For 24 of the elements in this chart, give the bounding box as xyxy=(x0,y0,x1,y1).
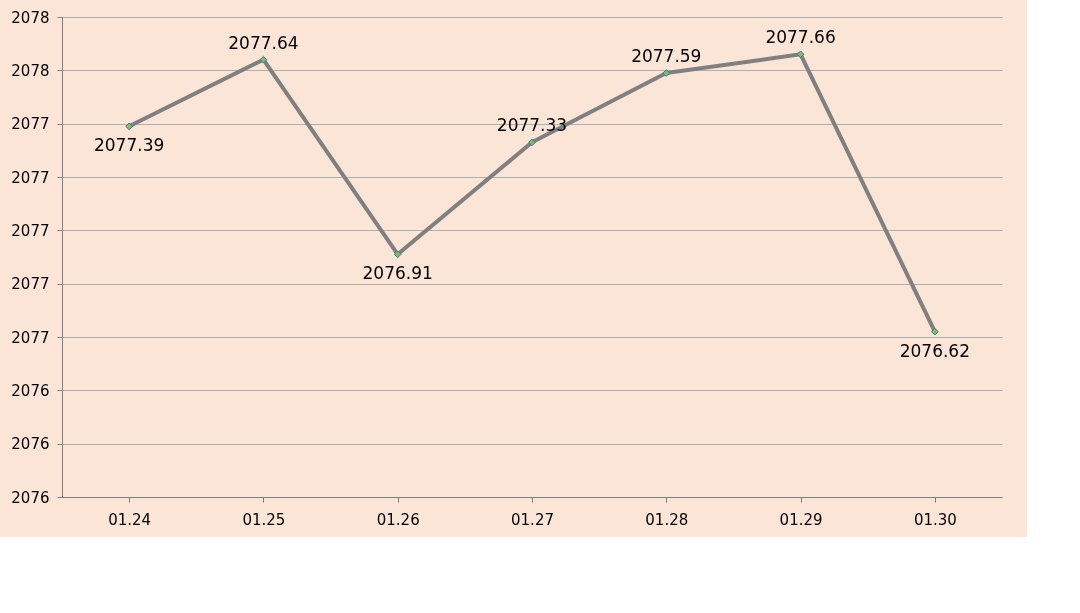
data-label: 2077.33 xyxy=(496,115,568,136)
y-tick-label: 2077 xyxy=(11,115,50,134)
x-tick-label: 01.28 xyxy=(645,510,689,529)
x-tick-label: 01.24 xyxy=(108,510,152,529)
x-tick-label: 01.30 xyxy=(913,510,957,529)
data-label: 2076.91 xyxy=(362,263,433,284)
data-label: 2076.62 xyxy=(899,340,971,361)
y-tick-label: 2078 xyxy=(11,8,50,27)
data-label: 2077.64 xyxy=(228,32,299,53)
y-tick-label: 2077 xyxy=(11,221,50,240)
x-tick-label: 01.25 xyxy=(242,510,286,529)
data-label: 2077.39 xyxy=(93,135,165,156)
y-tick-label: 2077 xyxy=(11,168,50,187)
y-tick-label: 2077 xyxy=(11,275,50,294)
y-tick-label: 2076 xyxy=(11,435,50,454)
data-label: 2077.59 xyxy=(631,46,702,66)
y-tick-label: 2076 xyxy=(11,381,50,400)
x-tick-label: 01.26 xyxy=(376,510,420,529)
x-tick-label: 01.29 xyxy=(779,510,823,529)
data-label: 2077.66 xyxy=(765,27,836,48)
y-tick-label: 2076 xyxy=(11,488,50,507)
y-tick-label: 2078 xyxy=(11,61,50,80)
x-tick-label: 01.27 xyxy=(511,510,554,529)
y-tick-label: 2077 xyxy=(11,328,50,347)
